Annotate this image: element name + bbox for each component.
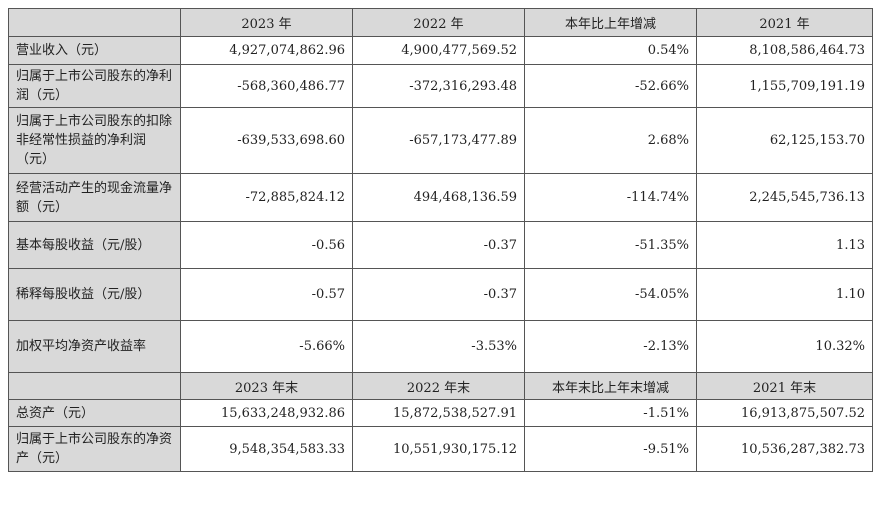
cell-change: -9.51% (524, 426, 697, 472)
financial-table: 2023 年 2022 年 本年比上年增减 2021 年 营业收入（元） 4,9… (8, 8, 873, 472)
row-label: 总资产（元） (8, 399, 181, 427)
cell-2023: -5.66% (180, 320, 353, 373)
row-net-assets: 归属于上市公司股东的净资产（元） 9,548,354,583.33 10,551… (8, 426, 873, 472)
cell-change: -52.66% (524, 64, 697, 108)
cell-2021: 8,108,586,464.73 (696, 36, 873, 65)
header-2022: 2022 年 (352, 8, 525, 37)
cell-2023: 9,548,354,583.33 (180, 426, 353, 472)
header-corner-cell (8, 8, 181, 37)
row-label: 基本每股收益（元/股） (8, 221, 181, 269)
cell-change: -1.51% (524, 399, 697, 427)
header-2021: 2021 年 (696, 8, 873, 37)
cell-2021: 1.10 (696, 268, 873, 321)
cell-2021: 10.32% (696, 320, 873, 373)
cell-2021: 1,155,709,191.19 (696, 64, 873, 108)
row-label: 营业收入（元） (8, 36, 181, 65)
row-net-profit-excl-nonrecurring: 归属于上市公司股东的扣除非经常性损益的净利润（元） -639,533,698.6… (8, 107, 873, 174)
header-2021-end: 2021 年末 (696, 372, 873, 400)
cell-change: -51.35% (524, 221, 697, 269)
header-change-end: 本年末比上年末增减 (524, 372, 697, 400)
cell-2021: 62,125,153.70 (696, 107, 873, 174)
cell-2023: -639,533,698.60 (180, 107, 353, 174)
cell-2021: 2,245,545,736.13 (696, 173, 873, 222)
row-label: 归属于上市公司股东的净利润（元） (8, 64, 181, 108)
cell-2023: 15,633,248,932.86 (180, 399, 353, 427)
cell-2023: -0.56 (180, 221, 353, 269)
cell-2023: -72,885,824.12 (180, 173, 353, 222)
row-label: 稀释每股收益（元/股） (8, 268, 181, 321)
row-net-profit: 归属于上市公司股东的净利润（元） -568,360,486.77 -372,31… (8, 64, 873, 108)
row-label: 归属于上市公司股东的扣除非经常性损益的净利润（元） (8, 107, 181, 174)
cell-change: 2.68% (524, 107, 697, 174)
cell-2022: -372,316,293.48 (352, 64, 525, 108)
header-change: 本年比上年增减 (524, 8, 697, 37)
row-weighted-roe: 加权平均净资产收益率 -5.66% -3.53% -2.13% 10.32% (8, 320, 873, 373)
header-2023: 2023 年 (180, 8, 353, 37)
header-row-years: 2023 年 2022 年 本年比上年增减 2021 年 (8, 8, 873, 37)
cell-2022: 10,551,930,175.12 (352, 426, 525, 472)
row-label: 加权平均净资产收益率 (8, 320, 181, 373)
cell-change: -54.05% (524, 268, 697, 321)
header-2022-end: 2022 年末 (352, 372, 525, 400)
header-2023-end: 2023 年末 (180, 372, 353, 400)
row-label: 经营活动产生的现金流量净额（元） (8, 173, 181, 222)
cell-2021: 10,536,287,382.73 (696, 426, 873, 472)
cell-2022: 15,872,538,527.91 (352, 399, 525, 427)
row-label: 归属于上市公司股东的净资产（元） (8, 426, 181, 472)
cell-change: 0.54% (524, 36, 697, 65)
header-row-year-end: 2023 年末 2022 年末 本年末比上年末增减 2021 年末 (8, 372, 873, 400)
cell-2023: 4,927,074,862.96 (180, 36, 353, 65)
cell-2023: -568,360,486.77 (180, 64, 353, 108)
cell-2021: 1.13 (696, 221, 873, 269)
financial-summary: 2023 年 2022 年 本年比上年增减 2021 年 营业收入（元） 4,9… (8, 8, 873, 472)
row-operating-cash-flow: 经营活动产生的现金流量净额（元） -72,885,824.12 494,468,… (8, 173, 873, 222)
cell-2023: -0.57 (180, 268, 353, 321)
cell-2021: 16,913,875,507.52 (696, 399, 873, 427)
cell-change: -114.74% (524, 173, 697, 222)
cell-2022: -3.53% (352, 320, 525, 373)
row-revenue: 营业收入（元） 4,927,074,862.96 4,900,477,569.5… (8, 36, 873, 65)
cell-2022: 494,468,136.59 (352, 173, 525, 222)
row-basic-eps: 基本每股收益（元/股） -0.56 -0.37 -51.35% 1.13 (8, 221, 873, 269)
cell-change: -2.13% (524, 320, 697, 373)
header-corner-cell (8, 372, 181, 400)
row-diluted-eps: 稀释每股收益（元/股） -0.57 -0.37 -54.05% 1.10 (8, 268, 873, 321)
cell-2022: -0.37 (352, 268, 525, 321)
cell-2022: 4,900,477,569.52 (352, 36, 525, 65)
row-total-assets: 总资产（元） 15,633,248,932.86 15,872,538,527.… (8, 399, 873, 427)
cell-2022: -0.37 (352, 221, 525, 269)
cell-2022: -657,173,477.89 (352, 107, 525, 174)
